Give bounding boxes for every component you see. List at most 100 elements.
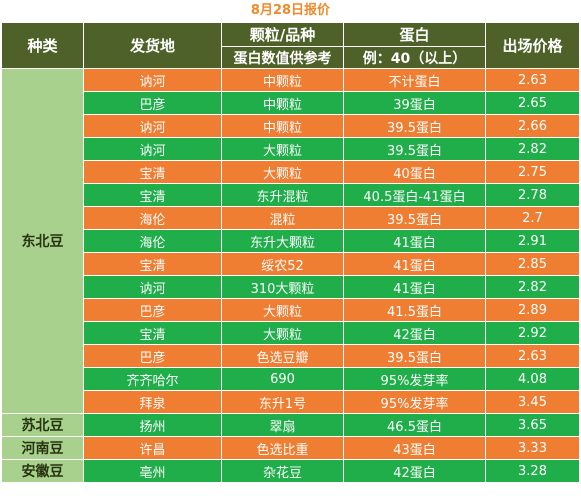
price-cell: 2.85 [485, 252, 580, 276]
table-header: 种类 发货地 颗粒/品种 蛋白 出场价格 蛋白数值供参考 例：40（以上） [1, 22, 580, 69]
protein-cell: 39.5蛋白 [343, 344, 486, 368]
grain-cell: 690 [221, 367, 344, 391]
price-cell: 3.65 [485, 413, 580, 437]
table-row: 拜泉 东升1号 95%发芽率 3.45 [2, 390, 580, 414]
grain-cell: 中颗粒 [221, 68, 344, 92]
price-cell: 4.08 [485, 367, 580, 391]
origin-cell: 宝清 [83, 160, 222, 184]
table-row: 宝清 大颗粒 40蛋白 2.75 [2, 160, 580, 184]
protein-cell: 95%发芽率 [343, 367, 486, 391]
table-row: 讷河 310大颗粒 41蛋白 2.82 [2, 275, 580, 299]
protein-cell: 41蛋白 [343, 275, 486, 299]
grain-cell: 绥农52 [221, 252, 344, 276]
protein-cell: 39.5蛋白 [343, 114, 486, 138]
origin-cell: 拜泉 [83, 390, 222, 414]
table-row: 巴彦 大颗粒 41.5蛋白 2.89 [2, 298, 580, 322]
header-grain-title: 颗粒/品种 [221, 22, 344, 47]
table-row: 苏北豆 扬州 翠扇 46.5蛋白 3.65 [1, 413, 580, 437]
header-price: 出场价格 [485, 22, 580, 69]
grain-cell: 色选豆瓣 [221, 344, 344, 368]
origin-cell: 海伦 [83, 229, 222, 253]
origin-cell: 海伦 [83, 206, 222, 230]
protein-cell: 42蛋白 [343, 459, 486, 483]
table-row: 巴彦 色选豆瓣 39.5蛋白 2.63 [2, 344, 580, 368]
header-grain-sub: 蛋白数值供参考 [221, 46, 344, 69]
origin-cell: 宝清 [83, 321, 222, 345]
grain-cell: 杂花豆 [221, 459, 344, 483]
price-cell: 2.82 [485, 137, 580, 161]
grain-cell: 中颗粒 [221, 91, 344, 115]
origin-cell: 许昌 [83, 436, 222, 460]
protein-cell: 39蛋白 [343, 91, 486, 115]
price-table: 种类 发货地 颗粒/品种 蛋白 出场价格 蛋白数值供参考 例：40（以上） 东北… [1, 22, 580, 483]
grain-cell: 东升混粒 [221, 183, 344, 207]
protein-cell: 46.5蛋白 [343, 413, 486, 437]
table-row: 齐齐哈尔 690 95%发芽率 4.08 [2, 367, 580, 391]
protein-cell: 42蛋白 [343, 321, 486, 345]
price-cell: 2.66 [485, 114, 580, 138]
price-cell: 2.78 [485, 183, 580, 207]
grain-cell: 中颗粒 [221, 114, 344, 138]
origin-cell: 扬州 [83, 413, 222, 437]
price-cell: 2.92 [485, 321, 580, 345]
grain-cell: 东升大颗粒 [221, 229, 344, 253]
origin-cell: 讷河 [83, 275, 222, 299]
table-row: 讷河 大颗粒 39.5蛋白 2.82 [2, 137, 580, 161]
table-row: 宝清 绥农52 41蛋白 2.85 [2, 252, 580, 276]
variety-label: 苏北豆 [1, 413, 84, 437]
table-row: 宝清 大颗粒 42蛋白 2.92 [2, 321, 580, 345]
table-row: 东北豆 讷河 中颗粒 不计蛋白 2.63 [1, 68, 580, 414]
origin-cell: 巴彦 [83, 344, 222, 368]
table-row: 河南豆 许昌 色选比重 43蛋白 3.33 [1, 436, 580, 460]
protein-cell: 39.5蛋白 [343, 206, 486, 230]
grain-cell: 色选比重 [221, 436, 344, 460]
origin-cell: 宝清 [83, 252, 222, 276]
origin-cell: 亳州 [83, 459, 222, 483]
header-category: 种类 [1, 22, 84, 69]
price-cell: 2.7 [485, 206, 580, 230]
price-cell: 2.82 [485, 275, 580, 299]
table-row: 讷河 中颗粒 39.5蛋白 2.66 [2, 114, 580, 138]
origin-cell: 讷河 [83, 114, 222, 138]
price-cell: 3.28 [485, 459, 580, 483]
protein-cell: 40蛋白 [343, 160, 486, 184]
protein-cell: 41蛋白 [343, 229, 486, 253]
table-body: 东北豆 讷河 中颗粒 不计蛋白 2.63 巴彦 中颗粒 39蛋白 2.65 讷河 中颗粒 39.5蛋白… [1, 68, 580, 483]
price-cell: 2.63 [485, 68, 580, 92]
origin-cell: 巴彦 [83, 298, 222, 322]
protein-cell: 39.5蛋白 [343, 137, 486, 161]
table-row: 巴彦 中颗粒 39蛋白 2.65 [2, 91, 580, 115]
price-cell: 2.75 [485, 160, 580, 184]
variety-label: 河南豆 [1, 436, 84, 460]
origin-cell: 讷河 [83, 68, 222, 92]
variety-label: 安徽豆 [1, 459, 84, 483]
grain-cell: 东升1号 [221, 390, 344, 414]
grain-cell: 大颗粒 [221, 160, 344, 184]
origin-cell: 讷河 [83, 137, 222, 161]
protein-cell: 41.5蛋白 [343, 298, 486, 322]
protein-cell: 43蛋白 [343, 436, 486, 460]
price-cell: 3.45 [485, 390, 580, 414]
origin-cell: 巴彦 [83, 91, 222, 115]
table-row: 安徽豆 亳州 杂花豆 42蛋白 3.28 [1, 459, 580, 483]
header-origin: 发货地 [83, 22, 222, 69]
table-row: 海伦 东升大颗粒 41蛋白 2.91 [2, 229, 580, 253]
header-protein-sub: 例：40（以上） [343, 46, 486, 69]
table-row: 海伦 混粒 39.5蛋白 2.7 [2, 206, 580, 230]
variety-label: 东北豆 [1, 68, 84, 414]
grain-cell: 混粒 [221, 206, 344, 230]
header-protein-title: 蛋白 [343, 22, 486, 47]
origin-cell: 齐齐哈尔 [83, 367, 222, 391]
grain-cell: 大颗粒 [221, 137, 344, 161]
grain-cell: 翠扇 [221, 413, 344, 437]
grain-cell: 大颗粒 [221, 298, 344, 322]
price-cell: 2.89 [485, 298, 580, 322]
grain-cell: 大颗粒 [221, 321, 344, 345]
grain-cell: 310大颗粒 [221, 275, 344, 299]
origin-cell: 宝清 [83, 183, 222, 207]
sheet-title: 8月28日报价 [250, 3, 331, 18]
protein-cell: 41蛋白 [343, 252, 486, 276]
protein-cell: 40.5蛋白-41蛋白 [343, 183, 486, 207]
price-cell: 2.91 [485, 229, 580, 253]
